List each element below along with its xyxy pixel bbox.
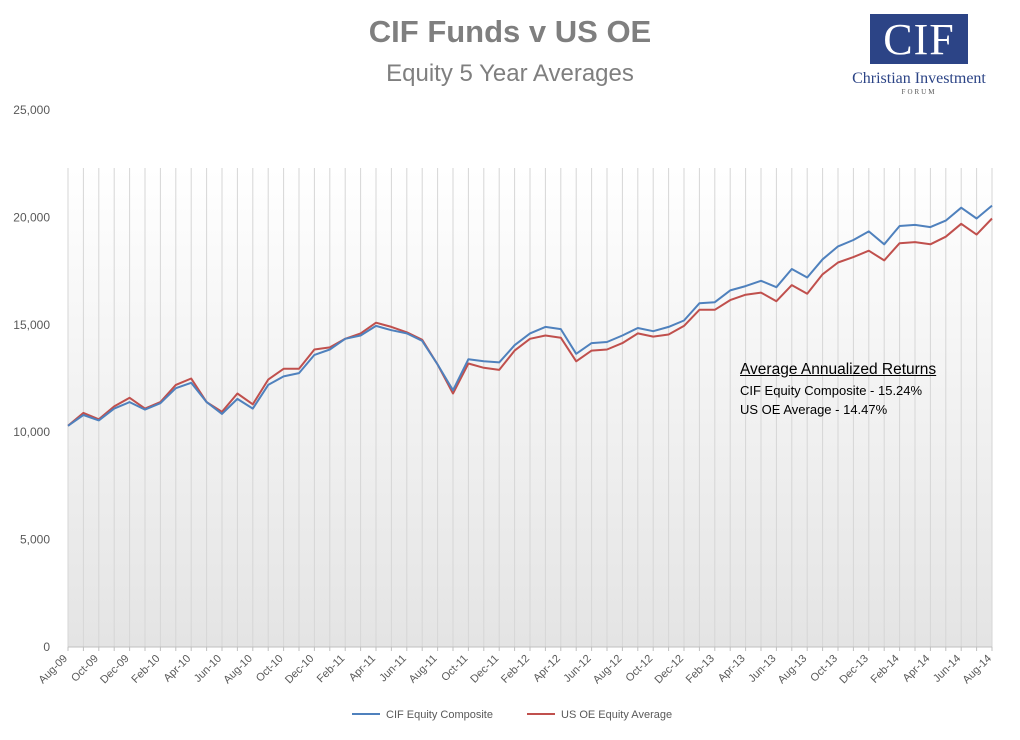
x-tick-label: Dec-13 bbox=[837, 653, 871, 687]
logo-name: Christian Investment bbox=[852, 70, 986, 87]
x-tick-label: Apr-11 bbox=[347, 653, 378, 684]
x-tick-label: Aug-13 bbox=[776, 653, 810, 687]
series-line-us-oe-equity-average bbox=[67, 217, 993, 427]
x-tick-label: Apr-14 bbox=[901, 653, 933, 685]
logo-mark: CIF bbox=[870, 14, 968, 64]
y-tick-label: 0 bbox=[43, 640, 50, 654]
y-tick-label: 20,000 bbox=[13, 210, 50, 224]
legend-label: CIF Equity Composite bbox=[386, 709, 493, 721]
x-tick-label: Jun-11 bbox=[377, 653, 409, 685]
x-tick-label: Aug-14 bbox=[961, 653, 995, 687]
x-tick-label: Jun-14 bbox=[931, 653, 963, 685]
logo-tagline: FORUM bbox=[901, 88, 937, 96]
x-tick-label: Aug-09 bbox=[37, 653, 71, 687]
x-tick-label: Feb-12 bbox=[499, 653, 532, 686]
x-tick-label: Dec-12 bbox=[653, 653, 687, 687]
x-tick-label: Oct-13 bbox=[808, 653, 840, 685]
legend: CIF Equity Composite US OE Equity Average bbox=[352, 709, 672, 721]
y-tick-label: 15,000 bbox=[13, 318, 50, 332]
x-tick-label: Aug-12 bbox=[591, 653, 625, 687]
chart-title: CIF Funds v US OE bbox=[368, 14, 652, 49]
x-tick-label: Oct-11 bbox=[439, 653, 470, 684]
x-tick-label: Dec-09 bbox=[98, 653, 132, 687]
x-tick-label: Dec-11 bbox=[468, 653, 501, 686]
x-tick-label: Feb-11 bbox=[315, 653, 348, 686]
series-line-cif-equity-composite bbox=[67, 204, 993, 427]
cif-logo: CIF Christian Investment FORUM bbox=[822, 14, 1016, 98]
annotation-title: Average Annualized Returns bbox=[740, 361, 937, 378]
x-tick-label: Feb-14 bbox=[869, 653, 902, 686]
series-lines bbox=[67, 204, 993, 427]
annotation-line-usoe: US OE Average - 14.47% bbox=[740, 402, 888, 417]
legend-label: US OE Equity Average bbox=[561, 709, 672, 721]
x-tick-label: Jun-10 bbox=[192, 653, 224, 685]
chart-subtitle: Equity 5 Year Averages bbox=[386, 60, 634, 87]
x-tick-label: Jun-12 bbox=[561, 653, 593, 685]
x-tick-label: Oct-09 bbox=[69, 653, 101, 685]
y-tick-label: 10,000 bbox=[13, 425, 50, 439]
returns-annotation: Average Annualized Returns CIF Equity Co… bbox=[740, 360, 936, 419]
y-tick-label: 5,000 bbox=[20, 533, 50, 547]
x-tick-label: Apr-12 bbox=[531, 653, 563, 685]
x-tick-label: Apr-10 bbox=[161, 653, 193, 685]
x-tick-label: Oct-12 bbox=[623, 653, 655, 685]
x-tick-label: Jun-13 bbox=[746, 653, 778, 685]
x-tick-label: Feb-13 bbox=[684, 653, 717, 686]
x-tick-label: Oct-10 bbox=[254, 653, 286, 685]
y-tick-label: 25,000 bbox=[13, 103, 50, 117]
vertical-gridlines bbox=[67, 168, 993, 647]
x-tick-label: Apr-13 bbox=[716, 653, 748, 685]
x-tick-label: Dec-10 bbox=[283, 653, 317, 687]
x-tick-label: Aug-11 bbox=[407, 653, 440, 686]
annotation-line-cif: CIF Equity Composite - 15.24% bbox=[740, 383, 923, 398]
x-tick-label: Feb-10 bbox=[129, 653, 162, 686]
x-tick-label: Aug-10 bbox=[221, 653, 255, 687]
